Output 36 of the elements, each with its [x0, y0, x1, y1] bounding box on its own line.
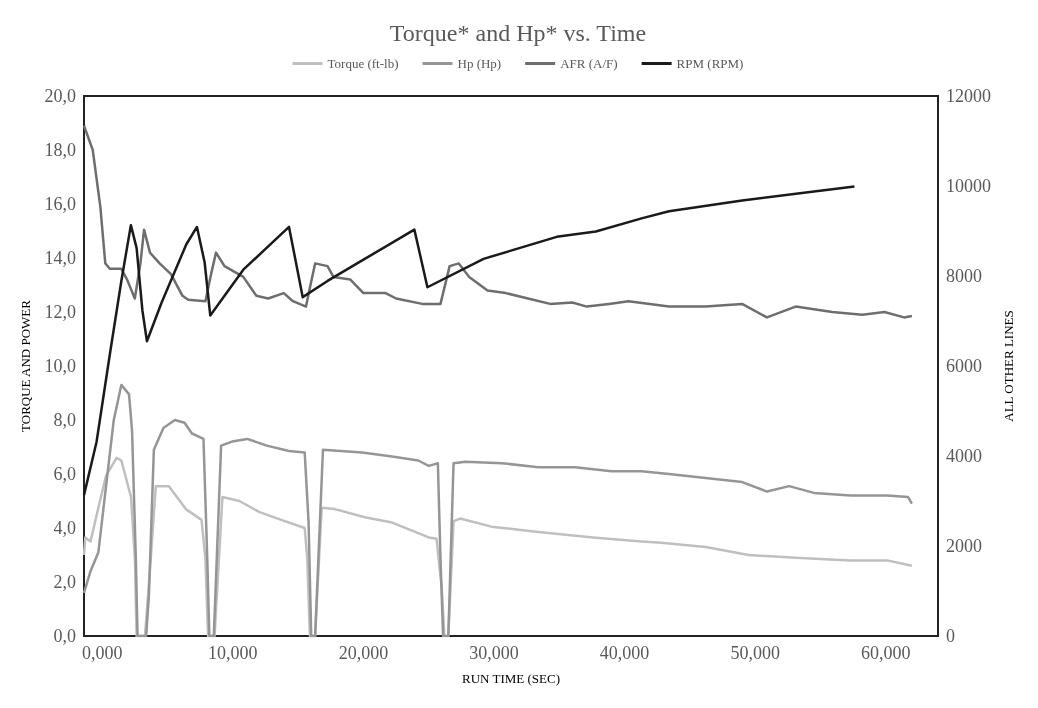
y2-tick-label: 12000: [946, 86, 991, 106]
legend-label: Torque (ft-lb): [327, 56, 399, 71]
line-series: [82, 124, 914, 319]
line-series: [82, 383, 914, 638]
x-tick-label: 20,000: [338, 643, 389, 663]
y2-axis-title: ALL OTHER LINES: [1000, 310, 1016, 422]
x-tick-label: 50,000: [730, 643, 780, 663]
y-tick-label: 4,0: [53, 518, 76, 538]
y-tick-label: 0,0: [53, 626, 76, 646]
legend-label: AFR (A/F): [560, 56, 618, 71]
x-tick-label: 30,000: [469, 643, 519, 663]
y2-tick-label: 0: [946, 626, 955, 646]
y2-tick-label: 4000: [946, 446, 982, 466]
y2-tick-label: 10000: [946, 176, 991, 196]
x-tick-label: 40,000: [599, 643, 650, 663]
line-series: [82, 185, 856, 497]
legend-label: Hp (Hp): [457, 56, 502, 71]
y-tick-label: 10,0: [44, 356, 76, 376]
y-tick-label: 8,0: [53, 410, 76, 430]
x-tick-label: 10,000: [208, 643, 258, 663]
y2-tick-label: 2000: [946, 536, 982, 556]
y-tick-label: 14,0: [44, 248, 76, 268]
legend-label: RPM (RPM): [676, 56, 744, 71]
y2-tick-label: 8000: [946, 266, 982, 286]
chart-title: Torque* and Hp* vs. Time: [389, 20, 647, 46]
x-tick-label: 0,000: [82, 643, 123, 663]
y-tick-label: 16,0: [44, 194, 76, 214]
y-tick-label: 18,0: [44, 140, 76, 160]
x-tick-label: 60,000: [861, 643, 911, 663]
y-tick-label: 2,0: [53, 572, 76, 592]
y-tick-label: 12,0: [44, 302, 76, 322]
y2-tick-label: 6000: [946, 356, 982, 376]
x-axis-title: RUN TIME (SEC): [462, 671, 560, 686]
y-tick-label: 6,0: [53, 464, 76, 484]
y-axis-title: TORQUE AND POWER: [18, 299, 33, 432]
y-tick-label: 20,0: [44, 86, 76, 106]
